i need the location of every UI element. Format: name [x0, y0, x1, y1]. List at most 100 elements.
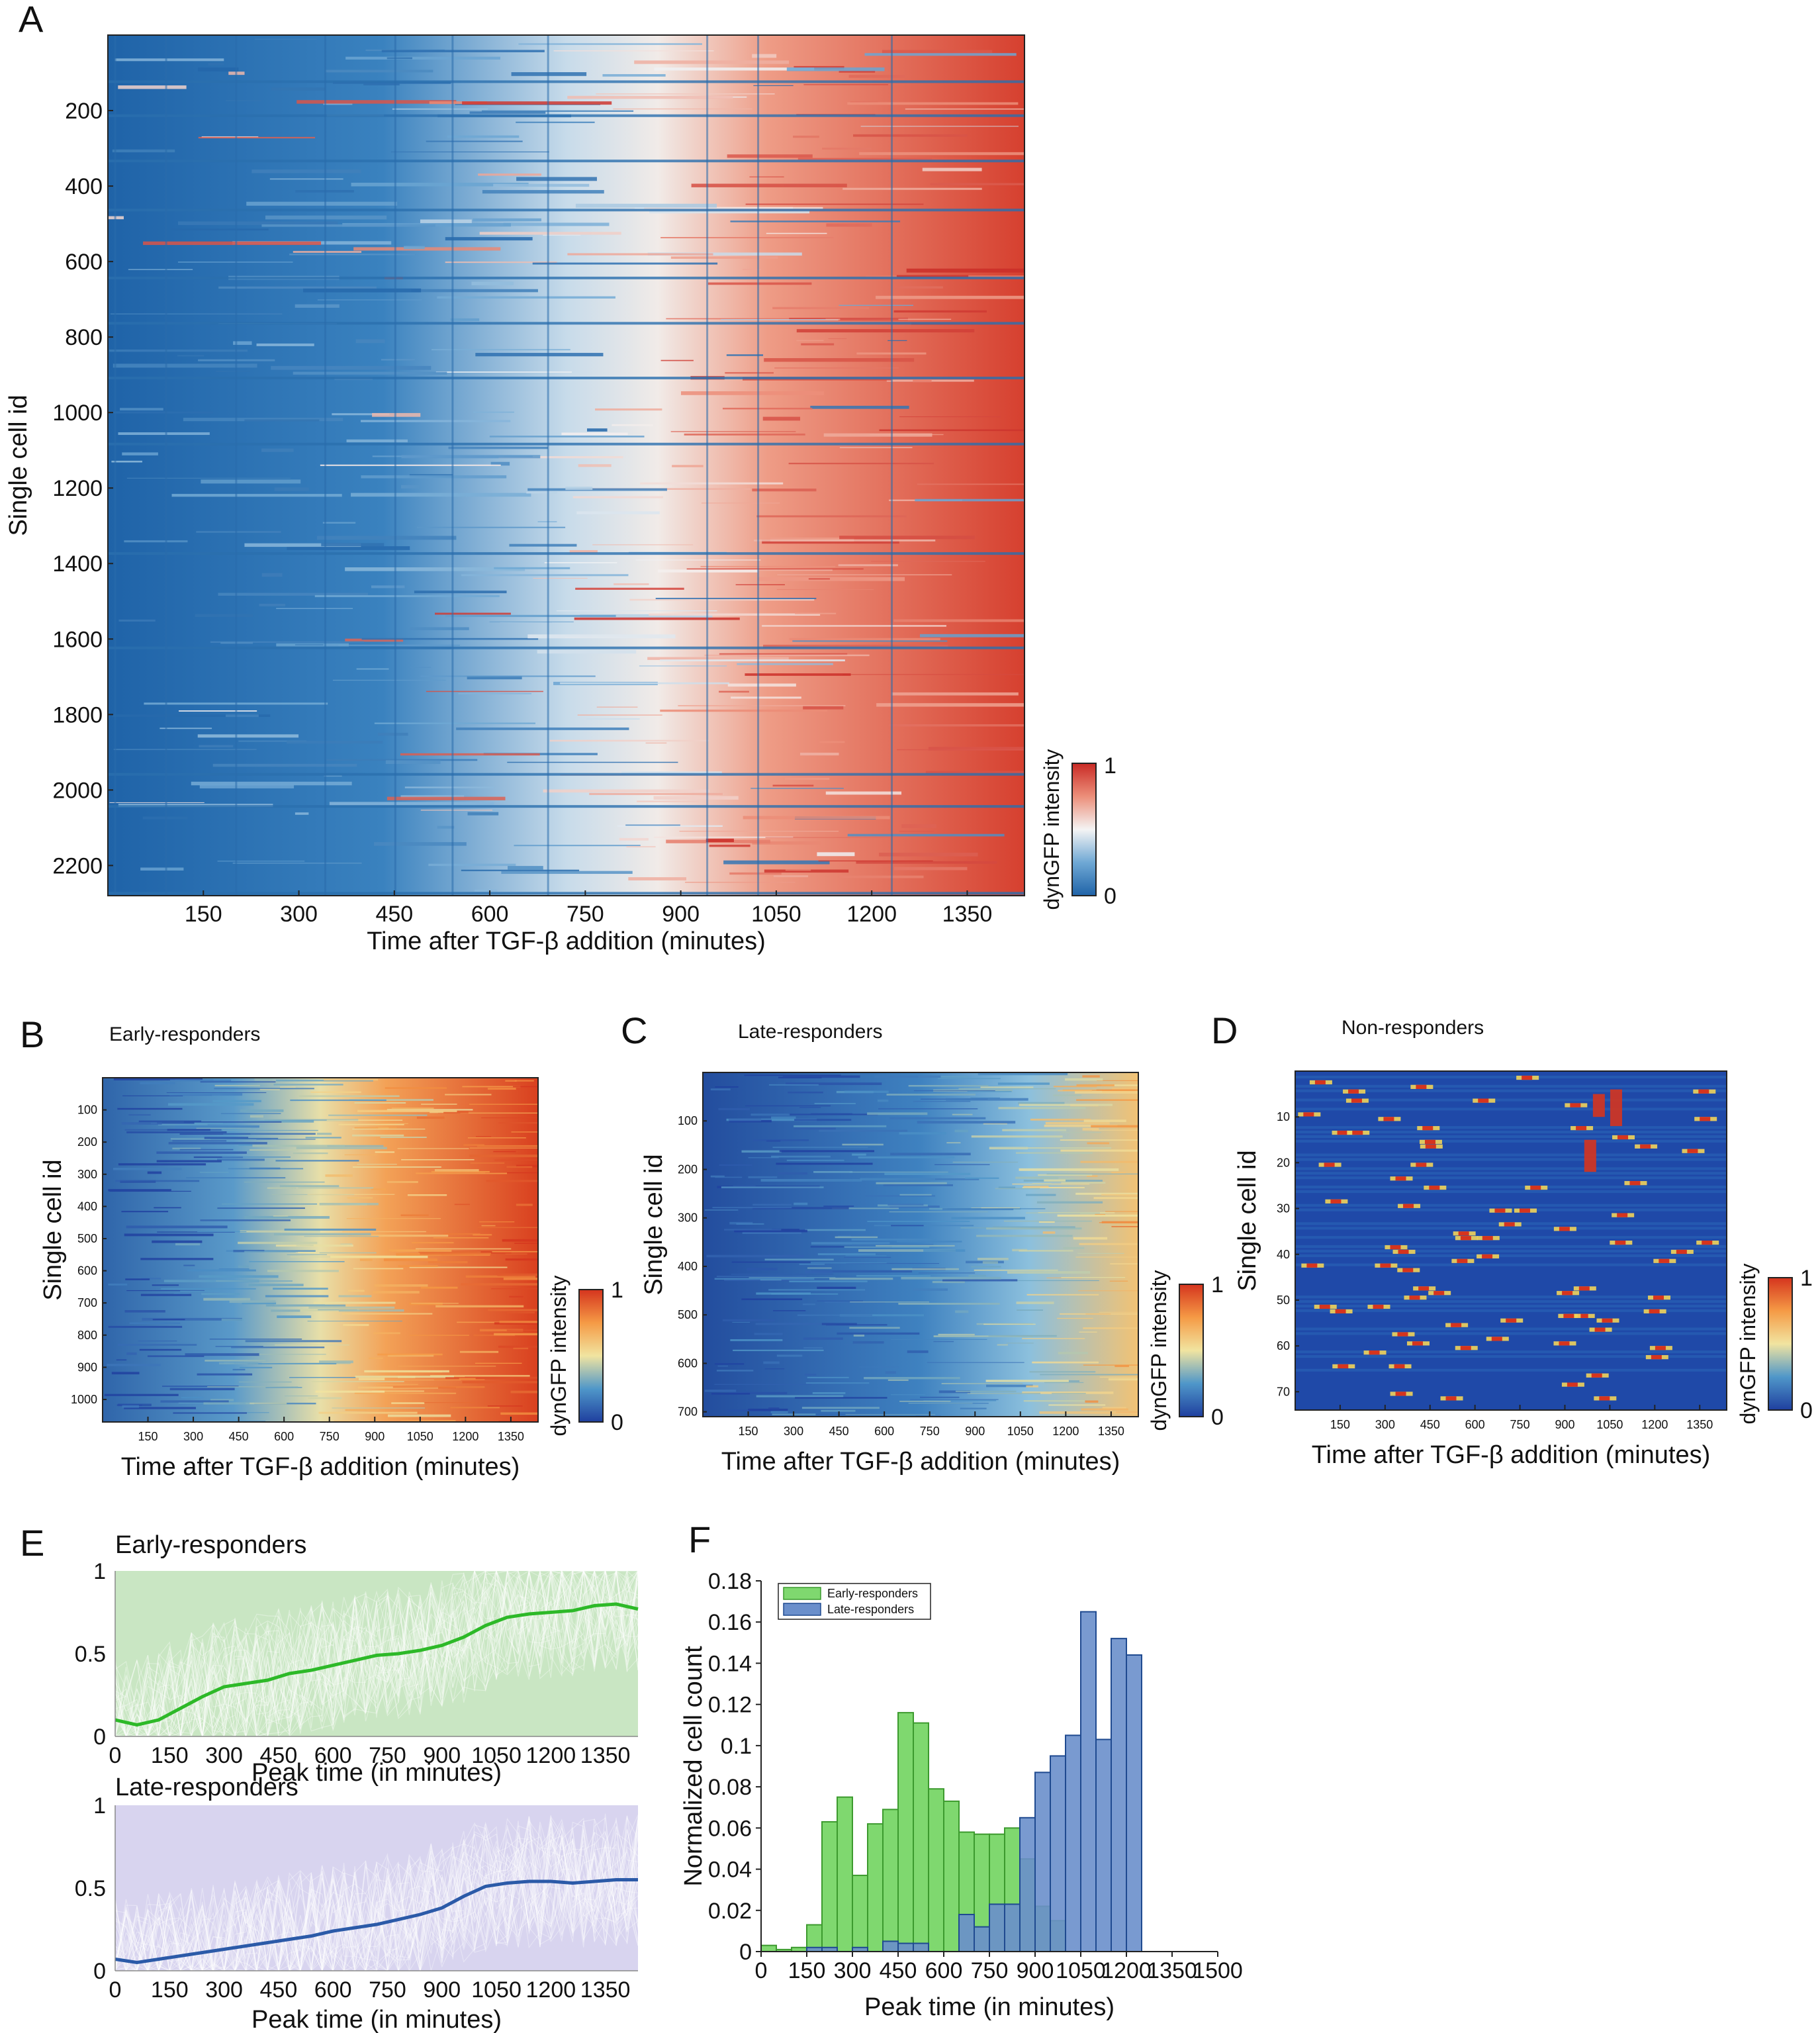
heatmap-cell-streak — [771, 1116, 796, 1119]
panel-d-row — [1295, 1098, 1727, 1102]
panel-e-individual-trace — [114, 1817, 639, 1971]
panel-a-cell-streak — [355, 339, 385, 344]
panel-a-cell-streak — [774, 367, 899, 369]
panel-a-cell-streak — [729, 872, 782, 875]
heatmap-cell-streak — [124, 1407, 196, 1409]
heatmap-cell-streak — [409, 1266, 508, 1268]
panel-f-bar-late — [882, 1940, 899, 1952]
heatmap-cell-streak — [797, 1314, 872, 1316]
panel-a-cell-streak — [293, 371, 447, 375]
heatmap-cell-streak — [487, 1088, 516, 1090]
panel-a-cell-streak — [338, 644, 460, 646]
panel-a-cell-streak — [879, 429, 1024, 432]
panel_b-xtick-label: 1200 — [452, 1430, 478, 1443]
panel-a-cell-streak — [762, 625, 946, 627]
heatmap-cell-streak — [128, 1114, 151, 1115]
panel-a-cell-streak — [567, 95, 733, 99]
heatmap-cell-streak — [140, 1258, 214, 1260]
panel-f-ytick-label: 0.16 — [708, 1610, 752, 1635]
panel-a-cell-streak — [776, 589, 874, 591]
heatmap-cell-streak — [1039, 1411, 1138, 1414]
panel-f-ytick-label: 0.18 — [708, 1569, 752, 1594]
panel-a-ytick-label: 2200 — [52, 853, 103, 878]
panel_d-ylabel: Single cell id — [1234, 1150, 1261, 1291]
panel-a-cell-streak — [109, 802, 205, 803]
panel-a-cell-streak — [469, 111, 546, 114]
heatmap-cell-streak — [998, 1186, 1016, 1188]
heatmap-cell-streak — [111, 1372, 140, 1375]
panel-a-cell-streak — [503, 222, 610, 226]
panel-a-cell-streak — [527, 634, 676, 639]
heatmap-cell-streak — [867, 1112, 928, 1115]
heatmap-cell-streak — [788, 1091, 823, 1094]
panel-a-cell-streak — [177, 221, 338, 225]
heatmap-cell-streak — [1019, 1168, 1119, 1171]
panel-a-cell-streak — [508, 866, 543, 870]
panel-e-individual-trace — [114, 1570, 639, 1738]
heatmap-cell-streak — [469, 1155, 538, 1158]
heatmap-cell-streak — [842, 1143, 884, 1146]
panel_c-title: Late-responders — [738, 1021, 882, 1043]
heatmap-cell-streak — [766, 1140, 781, 1142]
panel-d-peak — [1352, 1130, 1363, 1135]
heatmap-cell-streak — [242, 1302, 277, 1305]
panel-d-peak — [1416, 1084, 1427, 1089]
heatmap-cell-streak — [250, 1115, 264, 1118]
heatmap-cell-streak — [157, 1231, 235, 1233]
heatmap-cell-streak — [768, 1289, 866, 1291]
panel-a-cell-streak — [785, 869, 811, 871]
heatmap-cell-streak — [955, 1310, 969, 1313]
panel-a-xtick-label: 1050 — [751, 902, 801, 927]
heatmap-cell-streak — [280, 1086, 296, 1088]
heatmap-cell-streak — [803, 1347, 823, 1349]
heatmap-cell-streak — [259, 1088, 280, 1090]
heatmap-cell-streak — [239, 1366, 273, 1368]
heatmap-cell-streak — [160, 1400, 229, 1403]
heatmap-cell-streak — [1044, 1124, 1118, 1127]
heatmap-cell-streak — [952, 1113, 973, 1115]
heatmap-cell-streak — [1115, 1365, 1129, 1368]
heatmap-cell-streak — [352, 1134, 404, 1137]
panel-d-row — [1295, 1304, 1727, 1308]
heatmap-cell-streak — [445, 1094, 492, 1096]
panel-d-row — [1295, 1153, 1727, 1157]
heatmap-cell-streak — [481, 1225, 496, 1227]
panel-a-cell-streak — [114, 58, 224, 62]
panel-e-individual-trace — [115, 1826, 639, 1973]
panel-d-peak — [1330, 1199, 1342, 1204]
panel-a-cell-streak — [351, 493, 531, 497]
panel-a-cell-streak — [437, 826, 455, 829]
panel-e-individual-trace — [114, 1815, 639, 1973]
panel-d-row — [1295, 1172, 1727, 1175]
heatmap-cell-streak — [811, 1113, 852, 1115]
heatmap-cell-streak — [152, 1240, 203, 1243]
panel-a-cell-streak — [549, 739, 709, 742]
panel-a-cell-streak — [913, 378, 932, 383]
heatmap-cell-streak — [1032, 1183, 1052, 1185]
heatmap-cell-streak — [387, 1180, 418, 1184]
heatmap-cell-streak — [113, 1167, 182, 1170]
panel-a-cell-streak — [839, 447, 913, 448]
heatmap-cell-streak — [387, 1109, 473, 1111]
panel-a-cell-streak — [752, 841, 821, 845]
heatmap-cell-streak — [345, 1409, 379, 1411]
panel_c-heatmap — [703, 1072, 1138, 1417]
heatmap-cell-streak — [901, 1276, 1001, 1280]
heatmap-cell-streak — [273, 1215, 289, 1217]
panel-a-cell-streak — [587, 428, 608, 432]
heatmap-cell-streak — [218, 1268, 250, 1270]
panel-f-bar-early — [913, 1722, 929, 1953]
panel-a-cell-streak — [479, 232, 621, 235]
panel-d-peak — [1599, 1396, 1610, 1401]
panel_b-xlabel: Time after TGF-β addition (minutes) — [121, 1453, 520, 1481]
heatmap-cell-streak — [265, 1387, 302, 1388]
heatmap-cell-streak — [330, 1255, 428, 1258]
panel-a-cell-streak — [489, 436, 645, 438]
heatmap-cell-streak — [364, 1370, 449, 1373]
panel-a-ytick-label: 800 — [65, 325, 103, 350]
heatmap-cell-streak — [197, 1373, 253, 1376]
heatmap-cell-streak — [1112, 1088, 1138, 1090]
panel-a-cell-streak — [649, 210, 810, 214]
heatmap-cell-streak — [273, 1084, 343, 1086]
